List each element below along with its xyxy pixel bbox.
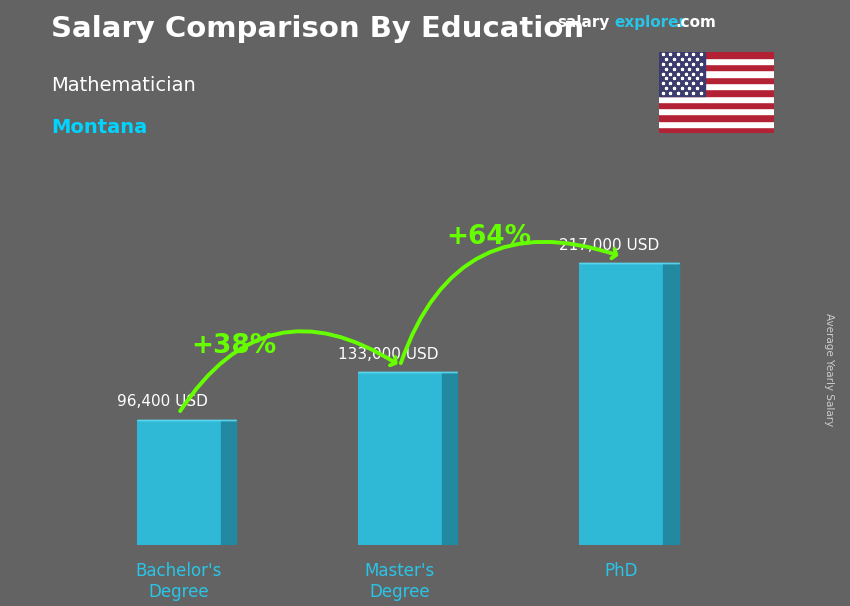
Bar bbox=[659, 127, 774, 133]
Text: salary: salary bbox=[557, 15, 609, 30]
Bar bbox=[358, 372, 442, 545]
Text: 217,000 USD: 217,000 USD bbox=[559, 238, 660, 253]
Text: .com: .com bbox=[676, 15, 717, 30]
Polygon shape bbox=[442, 372, 457, 545]
Bar bbox=[659, 83, 774, 89]
Bar bbox=[659, 115, 774, 121]
Bar bbox=[137, 420, 221, 545]
Text: Mathematician: Mathematician bbox=[51, 76, 196, 95]
Bar bbox=[579, 263, 663, 545]
Bar bbox=[659, 64, 774, 70]
Bar bbox=[659, 52, 705, 96]
Bar bbox=[659, 70, 774, 77]
Text: +64%: +64% bbox=[446, 224, 531, 250]
Bar bbox=[659, 58, 774, 64]
Bar bbox=[659, 108, 774, 115]
Text: Salary Comparison By Education: Salary Comparison By Education bbox=[51, 15, 584, 43]
Bar bbox=[659, 77, 774, 83]
Text: Montana: Montana bbox=[51, 118, 147, 137]
Polygon shape bbox=[221, 420, 236, 545]
Text: 96,400 USD: 96,400 USD bbox=[116, 395, 207, 410]
Bar bbox=[659, 89, 774, 96]
Bar bbox=[659, 121, 774, 127]
Text: 133,000 USD: 133,000 USD bbox=[338, 347, 439, 362]
Text: explorer: explorer bbox=[615, 15, 687, 30]
Bar bbox=[659, 102, 774, 108]
Polygon shape bbox=[663, 263, 678, 545]
Text: Average Yearly Salary: Average Yearly Salary bbox=[824, 313, 834, 426]
Text: +38%: +38% bbox=[191, 333, 276, 359]
Bar bbox=[659, 96, 774, 102]
Bar bbox=[659, 52, 774, 58]
